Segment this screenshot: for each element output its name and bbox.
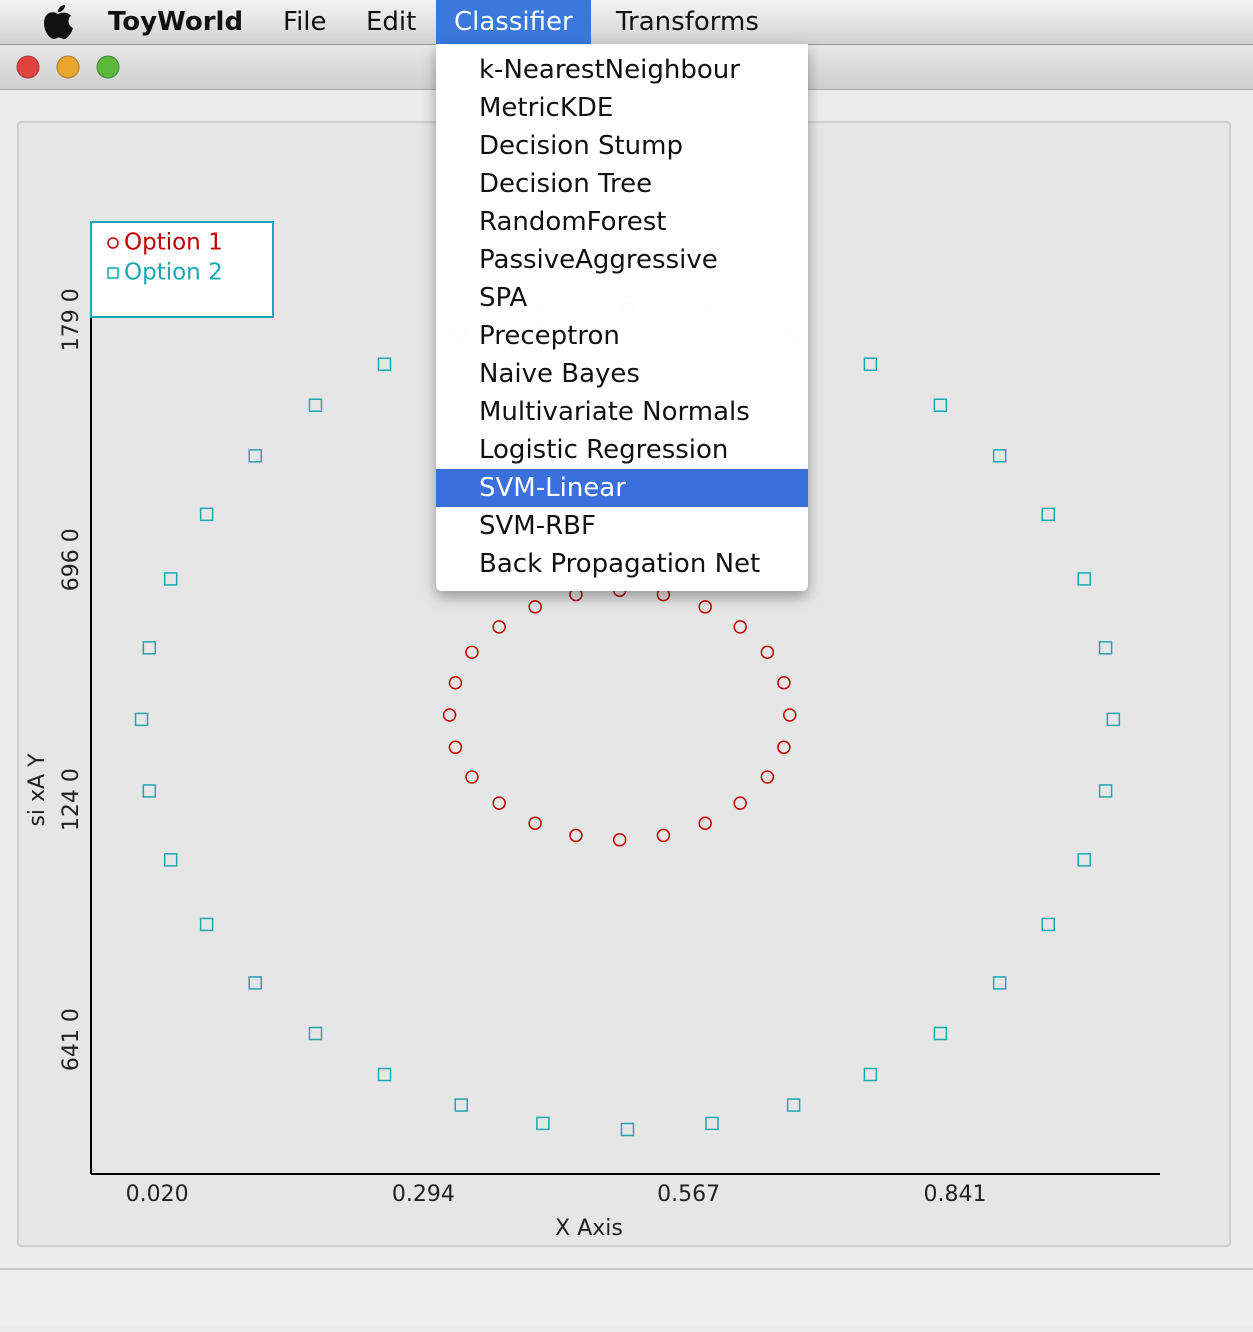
data-point <box>569 828 583 843</box>
legend-marker <box>107 267 119 279</box>
y-tick-label: 179 0 <box>59 288 84 351</box>
data-point <box>1106 712 1121 727</box>
data-point <box>612 833 627 847</box>
data-point <box>528 816 542 830</box>
minimize-button[interactable] <box>56 55 80 79</box>
data-point <box>992 449 1007 463</box>
apple-logo[interactable] <box>38 2 78 42</box>
data-point <box>620 1122 635 1137</box>
x-tick-label: 0.841 <box>923 1182 986 1207</box>
x-axis-label: X Axis <box>555 1216 623 1241</box>
data-point <box>863 357 878 371</box>
x-tick-label: 0.294 <box>392 1182 455 1207</box>
data-point <box>465 770 479 784</box>
data-point <box>698 600 712 614</box>
status-bar <box>0 1268 1253 1326</box>
x-tick-label: 0.567 <box>657 1182 720 1207</box>
data-point <box>1041 507 1055 522</box>
menu-item[interactable]: Naive Bayes <box>479 359 640 389</box>
legend-marker <box>107 237 119 249</box>
data-point <box>786 1098 801 1112</box>
menu-item[interactable]: Decision Tree <box>479 169 653 199</box>
data-point <box>656 828 671 843</box>
menu-item[interactable]: SVM-RBF <box>479 511 596 541</box>
data-point <box>248 449 262 463</box>
data-point <box>248 976 262 990</box>
menu-bar-item[interactable]: Transforms <box>616 7 759 37</box>
menu-item[interactable]: PassiveAggressive <box>479 245 718 275</box>
classifier-menu: k-NearestNeighbour MetricKDE Decision Stum… <box>436 44 808 591</box>
data-point <box>782 708 797 722</box>
menu-bar-item[interactable]: Edit <box>366 7 417 37</box>
y-tick-label: 124 0 <box>59 768 84 831</box>
data-point <box>1098 641 1113 655</box>
data-point <box>705 1116 719 1131</box>
menu-bar-item[interactable]: Classifier <box>436 0 591 44</box>
menu-item[interactable]: Multivariate Normals <box>479 397 750 427</box>
data-point <box>442 708 457 722</box>
x-tick-label: 0.020 <box>126 1182 189 1207</box>
data-point <box>199 507 214 522</box>
legend-label: Option 2 <box>124 260 223 286</box>
data-point <box>528 600 542 614</box>
menu-bar-item[interactable]: ToyWorld <box>108 7 244 37</box>
data-point <box>199 917 214 932</box>
menu-item[interactable]: Preceptron <box>479 321 620 351</box>
menu-item[interactable]: Logistic Regression <box>479 435 729 465</box>
legend-box <box>90 221 274 318</box>
zoom-button[interactable] <box>96 55 120 79</box>
data-point <box>1077 572 1091 586</box>
data-point <box>448 675 463 690</box>
data-point <box>492 620 506 634</box>
data-point <box>308 398 323 412</box>
menu-item[interactable]: Decision Stump <box>479 131 683 161</box>
menu-item[interactable]: MetricKDE <box>479 93 614 123</box>
data-point <box>992 976 1007 990</box>
menu-bar: ToyWorld File Edit Classifier Transforms <box>0 0 1253 45</box>
menu-bar-item[interactable]: File <box>283 7 327 37</box>
data-point <box>448 740 463 755</box>
data-point <box>134 712 149 727</box>
data-point <box>933 1026 948 1041</box>
data-point <box>863 1067 878 1082</box>
data-point <box>760 770 775 784</box>
data-point <box>377 357 392 371</box>
data-point <box>1041 917 1055 932</box>
data-point <box>698 816 712 830</box>
data-point <box>733 796 747 810</box>
data-point <box>733 620 747 634</box>
data-point <box>142 784 157 798</box>
menu-item[interactable]: SPA <box>479 283 528 313</box>
data-point <box>454 1098 469 1112</box>
menu-item[interactable]: k-NearestNeighbour <box>479 55 740 85</box>
data-point <box>536 1116 550 1131</box>
menu-item[interactable]: SVM-Linear <box>436 469 808 507</box>
y-tick-label: 641 0 <box>59 1008 84 1071</box>
data-point <box>760 645 775 659</box>
data-point <box>142 641 157 655</box>
data-point <box>308 1026 323 1041</box>
menu-item[interactable]: Back Propagation Net <box>479 549 761 579</box>
window-controls <box>16 55 120 79</box>
data-point <box>1098 784 1113 798</box>
menu-item[interactable]: RandomForest <box>479 207 667 237</box>
y-axis-label: si xA Y <box>25 753 50 827</box>
data-point <box>933 398 948 412</box>
data-point <box>163 572 178 586</box>
y-tick-label: 696 0 <box>59 528 84 591</box>
data-point <box>777 675 791 690</box>
data-point <box>465 645 479 659</box>
close-button[interactable] <box>16 55 40 79</box>
data-point <box>163 853 178 867</box>
data-point <box>777 740 791 755</box>
data-point <box>492 796 506 810</box>
data-point <box>377 1067 392 1082</box>
legend-label: Option 1 <box>124 230 223 256</box>
data-point <box>1077 853 1091 867</box>
